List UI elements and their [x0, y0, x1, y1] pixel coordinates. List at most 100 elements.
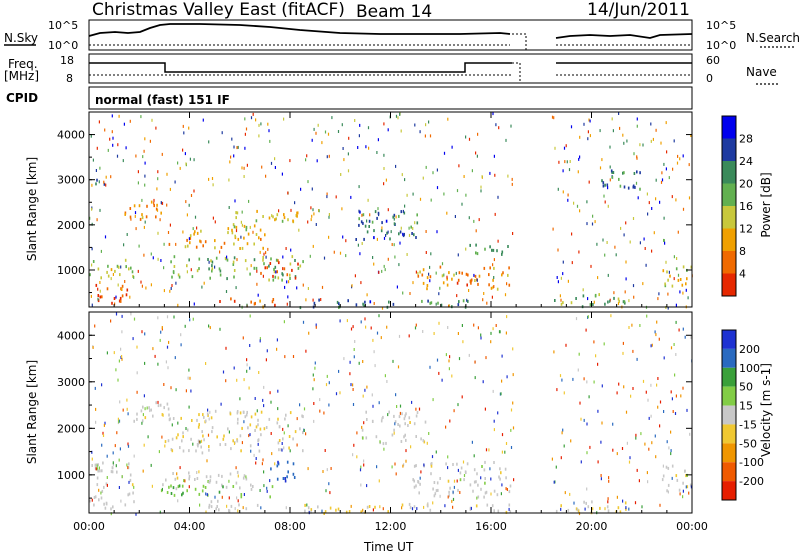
noise-cell: [382, 507, 384, 511]
noise-cell: [438, 321, 440, 325]
noise-cell: [165, 360, 167, 364]
noise-cell: [445, 425, 447, 429]
noise-cell: [202, 118, 204, 122]
noise-cell: [647, 398, 649, 402]
noise-cell: [441, 378, 443, 382]
scatter-cell: [474, 279, 476, 282]
colorbar-segment: [722, 206, 736, 229]
scatter-cell: [458, 300, 460, 304]
scatter-cell: [106, 270, 108, 274]
noise-cell: [114, 444, 116, 448]
scatter-cell: [413, 505, 416, 509]
scatter-cell: [181, 439, 183, 443]
noise-cell: [158, 450, 160, 454]
scatter-cell: [236, 421, 239, 425]
noise-cell: [642, 143, 644, 147]
scatter-cell: [457, 303, 460, 307]
noise-cell: [159, 510, 161, 514]
scatter-cell: [235, 225, 238, 229]
noise-cell: [679, 492, 681, 496]
noise-cell: [136, 371, 138, 375]
noise-cell: [663, 356, 665, 360]
noise-cell: [380, 336, 382, 340]
scatter-cell: [577, 509, 580, 513]
noise-cell: [655, 197, 657, 201]
scatter-cell: [624, 501, 627, 505]
noise-cell: [174, 180, 176, 184]
scatter-cell: [618, 299, 620, 303]
noise-cell: [660, 180, 663, 184]
noise-cell: [152, 256, 154, 260]
noise-cell: [351, 284, 353, 288]
noise-cell: [671, 195, 673, 199]
noise-cell: [657, 297, 659, 301]
power-colorbar-label: Power [dB]: [759, 172, 773, 237]
scatter-cell: [302, 415, 304, 419]
noise-cell: [506, 375, 508, 379]
velocity-xlabel: Time UT: [363, 540, 414, 554]
noise-cell: [447, 495, 449, 499]
noise-cell: [102, 434, 105, 437]
scatter-cell: [156, 203, 158, 207]
noise-cell: [105, 175, 107, 179]
scatter-cell: [283, 267, 286, 271]
noise-cell: [192, 317, 194, 321]
scatter-cell: [362, 221, 364, 225]
noise-cell: [428, 120, 430, 124]
scatter-cell: [256, 503, 259, 507]
noise-cell: [199, 503, 201, 507]
noise-cell: [326, 192, 328, 196]
noise-cell: [587, 315, 589, 319]
cpid-frame: [88, 86, 693, 110]
noise-cell: [501, 450, 503, 454]
noise-cell: [199, 440, 201, 444]
noise-cell: [112, 451, 114, 455]
nsky-trace-late: [555, 33, 693, 39]
scatter-cell: [136, 417, 138, 421]
noise-cell: [188, 368, 190, 372]
noise-cell: [579, 155, 581, 159]
noise-cell: [122, 159, 124, 163]
noise-cell: [414, 326, 417, 330]
noise-cell: [140, 280, 142, 284]
noise-cell: [269, 139, 271, 143]
noise-cell: [184, 152, 186, 156]
noise-cell: [657, 377, 659, 380]
noise-cell: [243, 378, 245, 382]
scatter-cell: [260, 410, 263, 414]
noise-cell: [405, 449, 407, 453]
noise-cell: [655, 178, 657, 182]
noise-cell: [369, 213, 371, 217]
noise-cell: [621, 447, 624, 450]
scatter-cell: [607, 509, 610, 513]
scatter-cell: [262, 246, 264, 250]
x-tick-label: 16:00: [475, 520, 507, 533]
noise-cell: [353, 355, 355, 359]
noise-cell: [208, 324, 210, 328]
noise-cell: [262, 398, 264, 402]
scatter-cell: [292, 462, 295, 466]
scatter-cell: [403, 232, 405, 236]
scatter-cell: [106, 287, 109, 291]
scatter-cell: [398, 415, 401, 419]
scatter-cell: [617, 297, 620, 301]
scatter-cell: [222, 485, 224, 489]
scatter-cell: [418, 491, 420, 495]
noise-cell: [651, 343, 653, 347]
noise-cell: [133, 454, 135, 458]
scatter-cell: [619, 184, 622, 188]
scatter-cell: [145, 215, 148, 219]
scatter-cell: [491, 248, 493, 252]
noise-cell: [452, 490, 454, 494]
scatter-cell: [170, 484, 172, 488]
noise-cell: [157, 231, 159, 235]
noise-cell: [104, 128, 106, 132]
noise-cell: [175, 388, 177, 392]
scatter-cell: [304, 503, 306, 507]
scatter-cell: [237, 417, 239, 421]
noise-cell: [391, 243, 393, 246]
scatter-cell: [398, 214, 400, 218]
scatter-cell: [275, 258, 278, 262]
y-tick-label: 3000: [57, 376, 85, 389]
cpid-label: CPID: [6, 91, 38, 105]
